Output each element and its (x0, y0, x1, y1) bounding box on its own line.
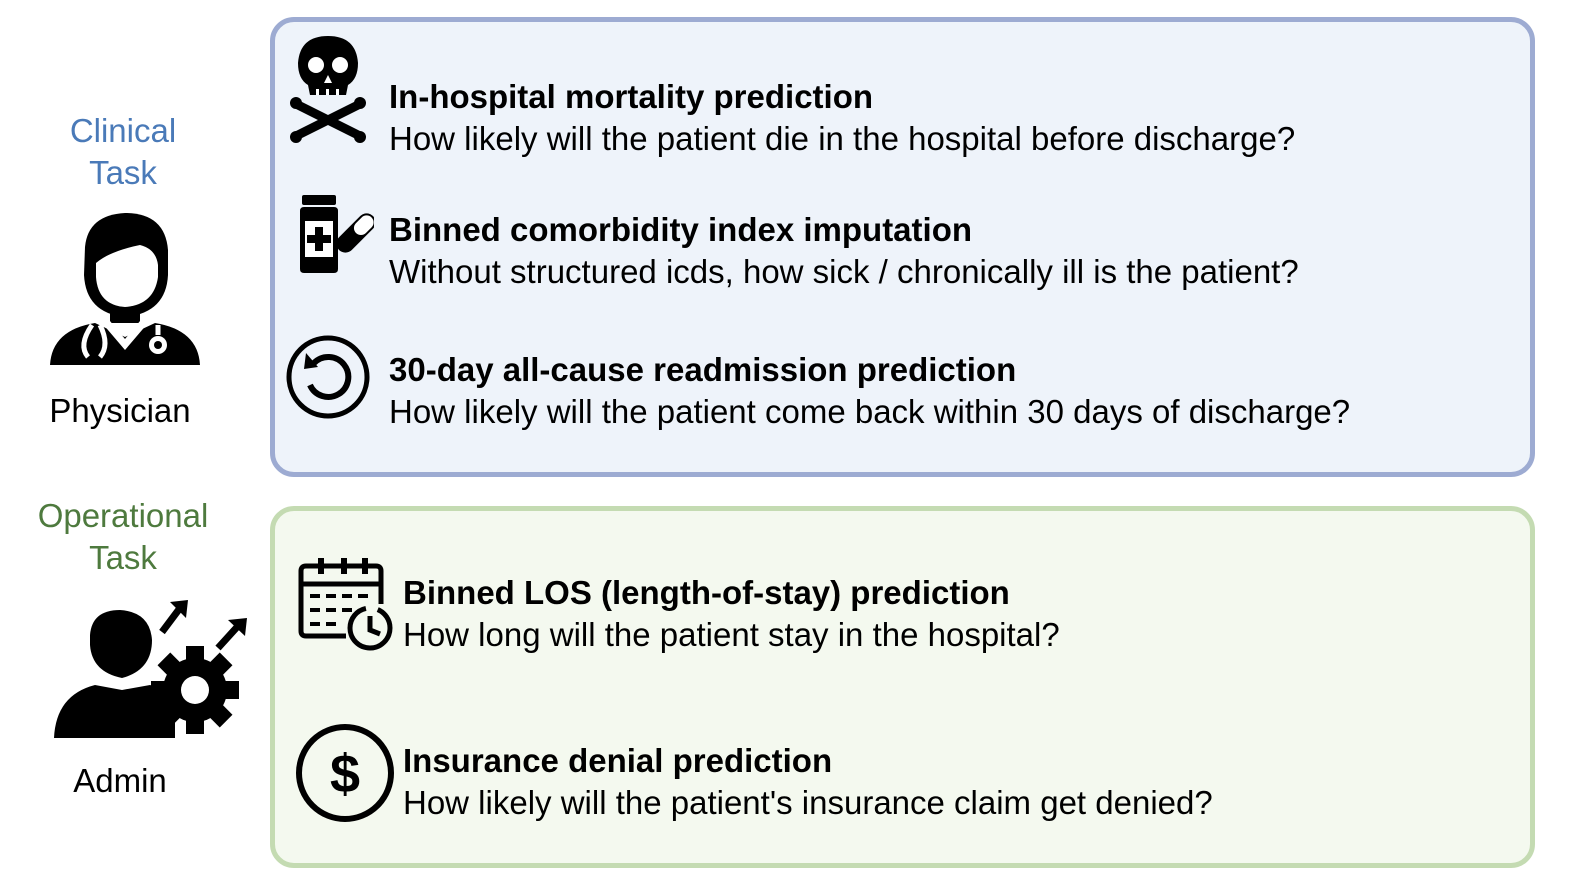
skull-crossbones-icon (290, 36, 366, 143)
clinical-task-panel (270, 17, 1535, 477)
operational-task-label: Operational Task (37, 497, 209, 576)
task-readmission: 30-day all-cause readmission prediction … (389, 349, 1350, 433)
task-mortality: In-hospital mortality prediction How lik… (389, 76, 1295, 160)
task-title: Insurance denial prediction (403, 742, 833, 779)
task-title: Binned LOS (length-of-stay) prediction (403, 574, 1010, 611)
task-length-of-stay: Binned LOS (length-of-stay) prediction H… (403, 572, 1060, 656)
task-title: Binned comorbidity index imputation (389, 211, 973, 248)
task-insurance-denial: Insurance denial prediction How likely w… (403, 740, 1213, 824)
dollar-circle-icon: $ (296, 724, 394, 822)
svg-text:$: $ (330, 744, 360, 804)
task-description: How long will the patient stay in the ho… (403, 616, 1060, 653)
task-description: Without structured icds, how sick / chro… (389, 253, 1299, 290)
clinical-task-label: Clinical Task (69, 112, 177, 191)
operational-task-panel (270, 506, 1535, 868)
task-description: How likely will the patient come back wi… (389, 393, 1351, 430)
calendar-clock-icon (298, 558, 393, 651)
medicine-bottle-icon (300, 195, 374, 273)
task-title: 30-day all-cause readmission prediction (389, 351, 1017, 388)
admin-label: Admin (73, 762, 167, 799)
task-comorbidity: Binned comorbidity index imputation With… (389, 209, 1299, 293)
physician-label: Physician (49, 392, 191, 429)
readmission-cycle-icon (286, 335, 370, 419)
task-description: How likely will the patient's insurance … (403, 784, 1213, 821)
physician-icon (50, 213, 200, 365)
admin-icon (54, 600, 247, 738)
task-description: How likely will the patient die in the h… (389, 120, 1296, 157)
task-title: In-hospital mortality prediction (389, 78, 874, 115)
